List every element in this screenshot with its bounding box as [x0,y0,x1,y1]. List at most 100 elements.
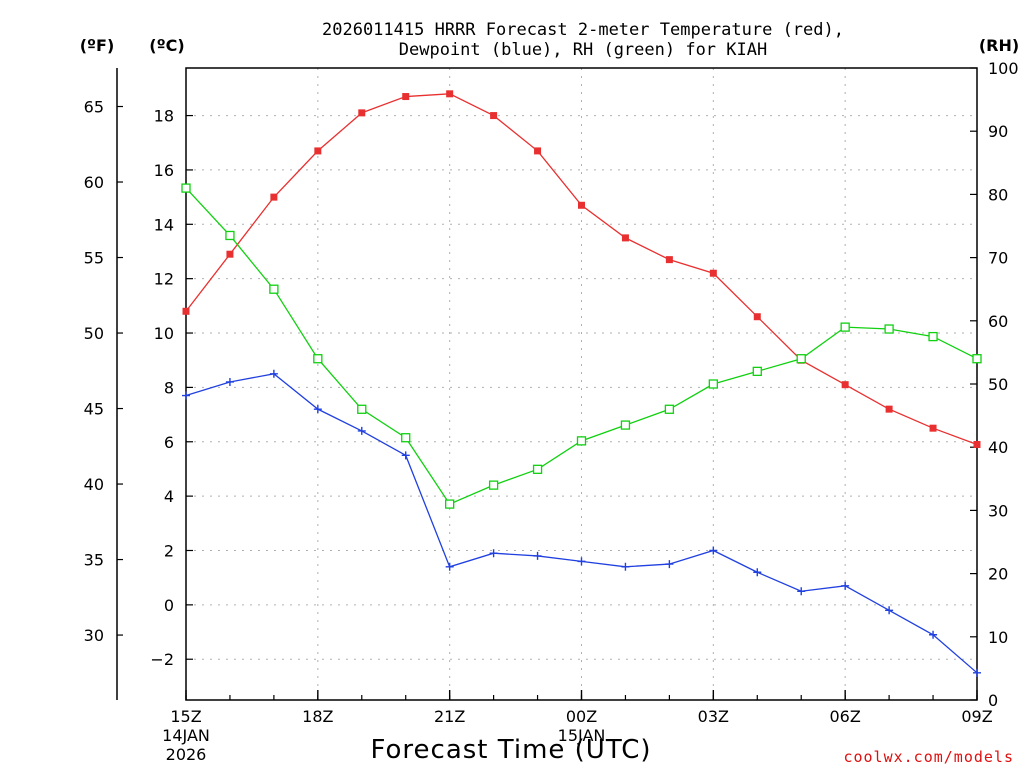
rh-tick-label: 70 [988,249,1008,268]
x-tick-date-label: 15JAN [558,726,606,745]
fahrenheit-tick-label: 40 [84,475,104,494]
x-axis-title: Forecast Time (UTC) [370,735,651,765]
temperature-point [885,405,893,413]
title-line-2: Dewpoint (blue), RH (green) for KIAH [399,40,767,60]
celsius-tick-label: 16 [154,161,174,180]
x-tick-date-label: 14JAN [162,726,210,745]
x-tick-label: 03Z [698,707,729,726]
rh-line [185,187,978,505]
rh-tick-label: 80 [988,185,1008,204]
dewpoint-point [709,546,718,555]
rh-point [752,366,762,377]
fahrenheit-tick-label: 50 [84,324,104,343]
rh-point [928,331,938,342]
rh-tick-label: 90 [988,122,1008,141]
x-tick-label: 15Z [170,707,201,726]
temperature-point [621,234,629,242]
x-tick-label: 18Z [302,707,333,726]
temperature-point [973,440,981,448]
dewpoint-point [577,557,586,566]
temperature-point [929,424,937,432]
temperature-point [490,112,498,120]
title-line-1: 2026011415 HRRR Forecast 2-meter Tempera… [322,20,844,40]
dewpoint-point [797,587,806,596]
grid-lines [186,68,977,700]
rh-tick-label: 100 [988,59,1019,78]
dewpoint-point [269,369,278,378]
celsius-tick-label: −2 [150,650,174,669]
celsius-tick-label: 8 [164,378,174,397]
x-tick-label: 00Z [566,707,597,726]
rh-tick-label: 0 [988,691,998,710]
temperature-point [665,256,673,264]
celsius-tick-label: 4 [164,487,174,506]
dewpoint-point [182,391,190,400]
credit-link[interactable]: coolwx.com/models [843,748,1014,766]
fahrenheit-tick-label: 30 [84,626,104,645]
temperature-point [709,269,717,277]
rh-point [445,499,455,509]
temperature-point [841,381,849,389]
series-dewpoint [182,369,981,677]
rh-point [972,354,982,364]
celsius-tick-label: 12 [154,270,174,289]
axes [116,67,978,701]
tick-labels: −2 0 2 4 6 8 10 12 14 16 18 30 35 40 45 50 55 60 65 0 10 20 30… [84,59,1019,764]
celsius-tick-label: 6 [164,433,174,452]
dewpoint-point [533,551,542,560]
rh-point [488,480,499,490]
data-series [181,90,982,677]
fahrenheit-tick-label: 45 [84,400,104,419]
dewpoint-point [225,377,234,386]
rh-tick-label: 20 [988,565,1008,584]
dewpoint-point [621,562,630,571]
rh-point [313,354,323,364]
x-tick-label: 06Z [830,707,861,726]
temperature-point [314,147,322,155]
temperature-point [270,193,278,201]
rh-point [357,404,367,414]
celsius-tick-label: 2 [164,541,174,560]
celsius-unit-label: (ºC) [149,36,184,55]
rh-point [620,420,631,430]
dewpoint-point [929,630,938,639]
x-tick-label: 21Z [434,707,465,726]
dewpoint-point [489,549,498,558]
rh-unit-label: (RH) [979,36,1019,55]
rh-tick-label: 40 [988,438,1008,457]
temperature-point [534,147,542,155]
rh-point [532,464,543,474]
celsius-tick-label: 0 [164,596,174,615]
celsius-tick-label: 14 [154,215,174,234]
rh-point [884,324,894,334]
temperature-point [358,109,366,117]
dewpoint-point [313,405,322,414]
temperature-point [446,90,454,98]
temperature-point [226,250,234,258]
fahrenheit-tick-label: 55 [84,249,104,268]
celsius-tick-label: 18 [154,107,174,126]
series-temperature [182,90,981,448]
dewpoint-point [973,668,981,677]
dewpoint-point [665,560,674,569]
dewpoint-line [185,373,978,674]
series-rh [181,183,982,509]
rh-point [576,436,587,446]
x-tick-label: 09Z [961,707,992,726]
dewpoint-point [357,426,366,435]
rh-point [664,404,675,414]
rh-point [269,284,279,294]
dewpoint-point [753,568,762,577]
temperature-point [578,201,585,209]
temperature-point [402,93,410,101]
dewpoint-point [841,581,850,590]
temperature-point [182,307,190,315]
fahrenheit-unit-label: (ºF) [80,36,115,55]
rh-tick-label: 30 [988,501,1008,520]
rh-point [225,230,235,241]
dewpoint-point [445,562,454,571]
rh-tick-label: 60 [988,312,1008,331]
rh-tick-label: 10 [988,628,1008,647]
rh-tick-label: 50 [988,375,1008,394]
